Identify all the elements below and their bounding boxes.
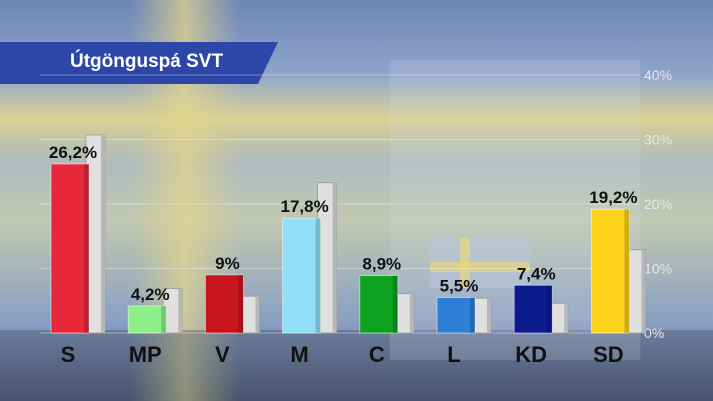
title-banner <box>0 42 278 84</box>
value-label: 17,8% <box>280 197 328 216</box>
category-label: MP <box>129 342 162 367</box>
bar <box>359 275 399 334</box>
value-label: 7,4% <box>517 264 556 283</box>
value-label: 5,5% <box>440 277 479 296</box>
bar-shade <box>547 285 553 333</box>
y-tick-label: 40% <box>644 67 672 83</box>
category-label: M <box>290 342 308 367</box>
bar <box>513 284 553 334</box>
value-label: 9% <box>215 254 240 273</box>
category-label: C <box>369 342 385 367</box>
comparison-bar-shade <box>641 249 646 333</box>
y-tick-label: 30% <box>644 132 672 148</box>
value-label: 26,2% <box>49 143 97 162</box>
bar <box>436 297 476 334</box>
category-label: KD <box>515 342 547 367</box>
bar <box>591 208 630 334</box>
comparison-bar-shade <box>409 293 414 333</box>
bar <box>204 274 244 334</box>
bar-shade <box>470 297 475 333</box>
bar-shade <box>161 305 167 333</box>
bar <box>50 163 90 334</box>
value-label: 19,2% <box>589 188 637 207</box>
value-label: 4,2% <box>131 285 170 304</box>
category-label: L <box>447 342 460 367</box>
comparison-bar-shade <box>487 298 491 333</box>
category-label: SD <box>593 342 624 367</box>
bar-shade <box>392 275 398 333</box>
y-tick-label: 0% <box>644 325 664 341</box>
bar-shade <box>84 164 89 333</box>
bar <box>127 305 167 334</box>
category-label: V <box>215 342 230 367</box>
comparison-bar-shade <box>101 134 105 333</box>
y-tick-label: 20% <box>644 196 672 212</box>
comparison-bar-shade <box>178 288 183 333</box>
category-label: S <box>61 342 76 367</box>
comparison-bar-shade <box>255 296 260 333</box>
bar <box>282 217 322 334</box>
bar-shade <box>315 218 321 333</box>
comparison-bar-shade <box>332 182 337 333</box>
chart-title: Útgönguspá SVT <box>70 51 224 72</box>
y-tick-label: 10% <box>644 261 672 277</box>
comparison-bar-shade <box>564 303 569 333</box>
value-label: 8,9% <box>362 255 401 274</box>
bar-shade <box>238 274 244 333</box>
bar-shade <box>624 209 630 333</box>
